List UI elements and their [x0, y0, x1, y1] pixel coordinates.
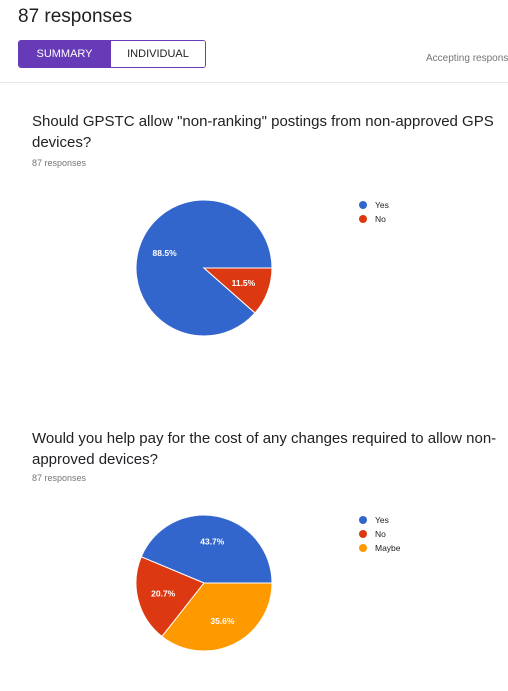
legend-label-yes: Yes [375, 515, 389, 525]
responses-header: 87 responses SUMMARY INDIVIDUAL Acceptin… [0, 0, 508, 83]
legend-label-no: No [375, 214, 386, 224]
legend-swatch-yes [359, 516, 367, 524]
legend-item-no[interactable]: No [359, 214, 386, 224]
pie-slice-yes[interactable] [140, 514, 273, 584]
question-1-response-count: 87 responses [32, 158, 87, 168]
question-1-pie-chart: 88.5% Yes 11.5% No [135, 199, 389, 337]
legend-item-no[interactable]: No [359, 529, 386, 539]
legend-swatch-yes [359, 201, 367, 209]
pie-slice-label-no: 20.7% [151, 589, 176, 599]
legend-label-no: No [375, 529, 386, 539]
page-title: 87 responses [18, 6, 133, 27]
pie-slice-label-yes: 43.7% [200, 537, 225, 547]
legend-item-yes[interactable]: Yes [359, 200, 389, 210]
legend-item-maybe[interactable]: Maybe [359, 543, 401, 553]
pie-slice-no[interactable] [202, 267, 273, 314]
pie-slice-label-no: 11.5% [232, 278, 256, 288]
tab-individual[interactable]: INDIVIDUAL [110, 41, 205, 67]
question-2-pie-chart: 43.7% Yes 20.7% No 35.6% Maybe [135, 514, 401, 652]
accepting-responses-label[interactable]: Accepting respons [426, 53, 508, 64]
pie-slice-maybe[interactable] [161, 582, 273, 652]
legend-label-yes: Yes [375, 200, 389, 210]
legend-swatch-maybe [359, 544, 367, 552]
question-2-title: Would you help pay for the cost of any c… [32, 430, 497, 468]
legend-swatch-no [359, 530, 367, 538]
legend-swatch-no [359, 215, 367, 223]
pie-slice-no[interactable] [135, 556, 205, 638]
question-1-title: Should GPSTC allow "non-ranking" posting… [32, 113, 494, 151]
legend-item-yes[interactable]: Yes [359, 515, 389, 525]
view-tabs: SUMMARY INDIVIDUAL [18, 40, 206, 68]
pie-slice-label-maybe: 35.6% [210, 616, 235, 626]
tab-summary[interactable]: SUMMARY [19, 41, 110, 67]
pie-slice-label-yes: 88.5% [153, 248, 178, 258]
question-2-response-count: 87 responses [32, 473, 87, 483]
legend-label-maybe: Maybe [375, 543, 401, 553]
